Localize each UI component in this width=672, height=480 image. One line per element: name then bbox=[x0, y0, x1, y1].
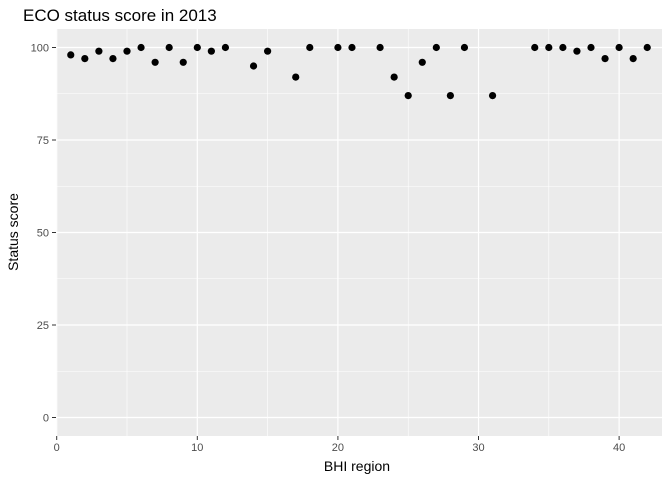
data-point bbox=[67, 51, 75, 59]
data-point bbox=[348, 43, 356, 52]
data-point bbox=[264, 47, 272, 55]
data-point bbox=[123, 47, 131, 55]
data-point bbox=[306, 43, 314, 52]
data-point bbox=[531, 43, 539, 52]
data-point bbox=[460, 43, 469, 52]
data-point bbox=[292, 73, 300, 81]
x-axis-title: BHI region bbox=[324, 458, 390, 474]
data-point bbox=[545, 43, 553, 52]
data-point bbox=[151, 58, 159, 66]
data-point bbox=[488, 92, 497, 100]
chart-title: ECO status score in 2013 bbox=[23, 6, 217, 25]
data-point bbox=[179, 58, 187, 66]
data-point bbox=[165, 43, 173, 52]
data-point bbox=[376, 43, 384, 52]
x-tick-label: 40 bbox=[613, 442, 625, 454]
data-point bbox=[137, 43, 145, 52]
data-point bbox=[95, 47, 103, 55]
y-tick-label: 100 bbox=[31, 43, 49, 55]
data-point bbox=[601, 55, 609, 63]
y-tick-label: 25 bbox=[37, 320, 49, 332]
data-point bbox=[432, 43, 440, 52]
data-point bbox=[573, 47, 581, 55]
data-point bbox=[109, 55, 117, 63]
data-point bbox=[221, 43, 230, 52]
data-point bbox=[418, 58, 426, 66]
x-tick-label: 30 bbox=[472, 442, 484, 454]
tick-labels: 0 10 20 30 40 0 25 50 75 100 bbox=[31, 43, 626, 455]
data-point bbox=[334, 43, 342, 52]
data-point bbox=[559, 43, 567, 52]
y-tick-label: 50 bbox=[37, 228, 49, 240]
data-point bbox=[643, 43, 651, 52]
axis-ticks bbox=[52, 47, 620, 440]
y-tick-label: 0 bbox=[43, 413, 49, 425]
data-point bbox=[404, 92, 412, 100]
data-point bbox=[446, 92, 454, 100]
x-tick-label: 10 bbox=[191, 442, 203, 454]
major-gridlines bbox=[56, 29, 662, 436]
data-point bbox=[629, 55, 637, 63]
data-point bbox=[193, 43, 201, 52]
data-point bbox=[81, 55, 89, 63]
data-point bbox=[207, 47, 215, 55]
x-tick-label: 0 bbox=[54, 442, 60, 454]
data-point bbox=[390, 73, 398, 81]
data-point bbox=[587, 43, 595, 52]
data-point bbox=[249, 62, 258, 70]
x-tick-label: 20 bbox=[332, 442, 344, 454]
data-point bbox=[615, 43, 623, 52]
y-axis-title: Status score bbox=[5, 193, 21, 271]
data-points bbox=[67, 43, 651, 100]
y-tick-label: 75 bbox=[37, 135, 49, 147]
